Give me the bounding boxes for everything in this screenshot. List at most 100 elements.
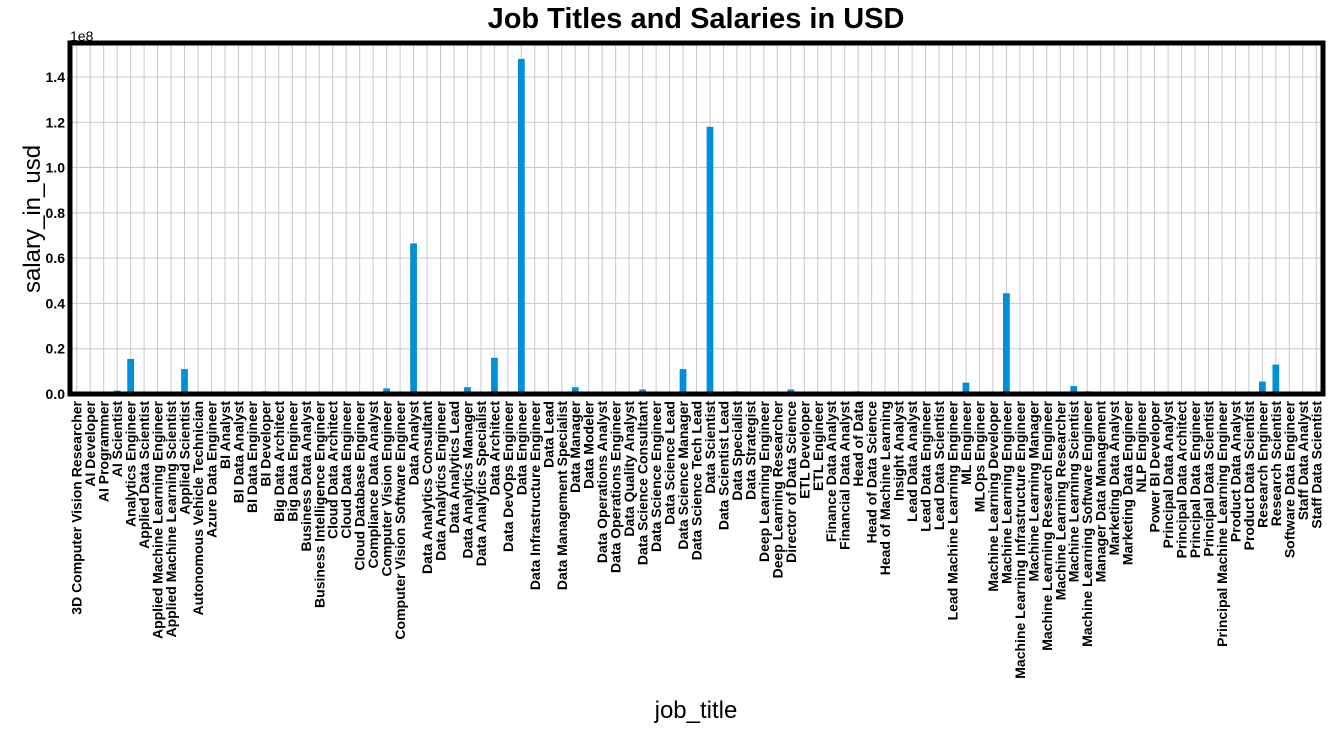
bar: [181, 369, 188, 394]
x-tick-label: Machine Learning Manager: [1025, 400, 1041, 581]
x-tick-label: Staff Data Scientist: [1308, 401, 1324, 529]
x-tick-label: AI Programmer: [96, 400, 112, 502]
x-tick-label: Cloud Database Engineer: [352, 400, 368, 570]
x-tick-label: Product Data Analyst: [1227, 401, 1243, 542]
y-axis-label: salary_in_usd: [19, 145, 46, 293]
x-tick-label: Data Analytics Engineer: [433, 400, 449, 560]
x-tick-label: Deep Learning Researcher: [769, 400, 785, 578]
x-axis-label: job_title: [654, 697, 738, 724]
x-tick-label: Autonomous Vehicle Technician: [190, 401, 206, 615]
bar: [1070, 386, 1078, 394]
x-tick-label: Principal Data Scientist: [1200, 401, 1216, 557]
x-tick-label: Software Data Engineer: [1281, 400, 1297, 558]
bar: [679, 369, 687, 394]
x-tick-label: Principal Data Analyst: [1160, 401, 1176, 549]
y-offset-label: 1e8: [70, 28, 94, 44]
x-tick-label: Lead Data Scientist: [931, 401, 947, 530]
x-tick-label: Research Engineer: [1254, 400, 1270, 527]
x-tick-label: BI Analyst: [217, 401, 233, 469]
x-tick-label: Data Specialist: [729, 401, 745, 501]
x-tick-label: Computer Vision Engineer: [379, 400, 395, 576]
bar: [517, 58, 525, 394]
x-tick-label: Analytics Engineer: [123, 400, 139, 527]
x-tick-label: Principal Machine Learning Engineer: [1214, 400, 1230, 646]
x-tick-label: Head of Machine Learning: [877, 401, 893, 575]
x-tick-label: Machine Learning Researcher: [1052, 400, 1068, 600]
x-tick-label: Machine Learning Developer: [985, 400, 1001, 591]
x-tick-label: Lead Machine Learning Engineer: [944, 400, 960, 620]
x-tick-label: Azure Data Engineer: [203, 400, 219, 537]
x-tick-label: Marketing Data Analyst: [1106, 401, 1122, 556]
bar: [1272, 364, 1280, 394]
x-tick-label: Data Scientist Lead: [715, 401, 731, 530]
x-tick-label: Data Science Manager: [675, 400, 691, 549]
x-tick-label: Data Science Engineer: [648, 400, 664, 552]
y-tick-label: 1.4: [46, 69, 66, 85]
y-tick-label: 1.0: [46, 160, 66, 176]
x-tick-label: ML Engineer: [958, 400, 974, 484]
x-tick-label: Principal Data Engineer: [1187, 400, 1203, 558]
x-tick-label: ETL Engineer: [810, 400, 826, 491]
x-tick-label: MLOps Engineer: [971, 400, 987, 512]
y-tick-label: 0.2: [46, 341, 66, 357]
plot-frame: [67, 40, 1326, 397]
x-tick-label: Product Data Scientist: [1241, 401, 1257, 551]
y-tick-labels: 0.0 0.2 0.4 0.6 0.8 1.0 1.2 1.4: [46, 69, 66, 402]
x-tick-label: Data Scientist: [702, 401, 718, 494]
x-tick-label: Data Engineer: [513, 400, 529, 495]
x-tick-label: Data Architect: [486, 401, 502, 496]
x-tick-label: Data Science Consultant: [635, 401, 651, 565]
x-tick-label: Applied Machine Learning Scientist: [163, 401, 179, 638]
x-tick-label: Data Modeler: [581, 400, 597, 488]
x-tick-label: Research Scientist: [1268, 401, 1284, 527]
grid-lines: [70, 43, 1323, 394]
x-tick-label: Data Analytics Consultant: [419, 401, 435, 574]
x-tick-label: Applied Data Scientist: [136, 401, 152, 549]
x-tick-label: Head of Data: [850, 401, 866, 487]
bar: [410, 243, 417, 394]
x-tick-label: Principal Data Architect: [1174, 401, 1190, 559]
x-tick-label: Power BI Developer: [1147, 400, 1163, 532]
y-tick-label: 0.4: [46, 295, 66, 311]
x-tick-label: Data Infrastructure Engineer: [527, 400, 543, 590]
x-tick-label: Manager Data Management: [1093, 401, 1109, 583]
bar: [1259, 381, 1266, 394]
x-tick-label: Big Data Architect: [271, 401, 287, 522]
x-tick-label: Machine Learning Engineer: [998, 400, 1014, 583]
x-tick-label: Applied Machine Learning Engineer: [150, 400, 166, 639]
x-tick-label: Data Lead: [540, 401, 556, 468]
x-tick-label: Machine Learning Scientist: [1066, 401, 1082, 583]
bar: [571, 387, 579, 394]
x-tick-label: Lead Data Engineer: [918, 400, 934, 531]
x-tick-label: Data Management Specialist: [554, 401, 570, 590]
x-tick-label: Data DevOps Engineer: [500, 400, 516, 551]
bar: [383, 388, 390, 394]
x-tick-label: Deep Learning Engineer: [756, 400, 772, 562]
bar: [1003, 293, 1010, 394]
x-tick-label: Data Manager: [567, 400, 583, 492]
x-tick-label: Data Quality Analyst: [621, 401, 637, 537]
x-tick-label: Data Analytics Specialist: [473, 401, 489, 567]
bar: [491, 357, 498, 394]
x-tick-label: Data Science Tech Lead: [689, 401, 705, 560]
x-tick-label: Cloud Data Engineer: [338, 400, 354, 538]
x-tick-label: AI Scientist: [109, 401, 125, 478]
y-tick-label: 0.6: [46, 250, 66, 266]
x-tick-label: AI Developer: [82, 400, 98, 486]
x-tick-label: Data Operations Analyst: [594, 401, 610, 563]
x-tick-label: BI Data Engineer: [244, 400, 260, 513]
bar: [962, 382, 970, 394]
x-tick-label: Data Analyst: [406, 401, 422, 486]
x-tick-label: Machine Learning Software Engineer: [1079, 400, 1095, 646]
x-tick-label: ETL Developer: [796, 400, 812, 498]
y-tick-label: 0.8: [46, 205, 66, 221]
x-tick-label: Marketing Data Engineer: [1120, 400, 1136, 565]
x-tick-label: Finance Data Analyst: [823, 401, 839, 542]
bar: [464, 387, 471, 394]
bar: [706, 126, 714, 394]
x-tick-label: Big Data Engineer: [284, 400, 300, 521]
x-tick-label: Business Intelligence Engineer: [311, 400, 327, 608]
x-tick-label: NLP Engineer: [1133, 400, 1149, 492]
